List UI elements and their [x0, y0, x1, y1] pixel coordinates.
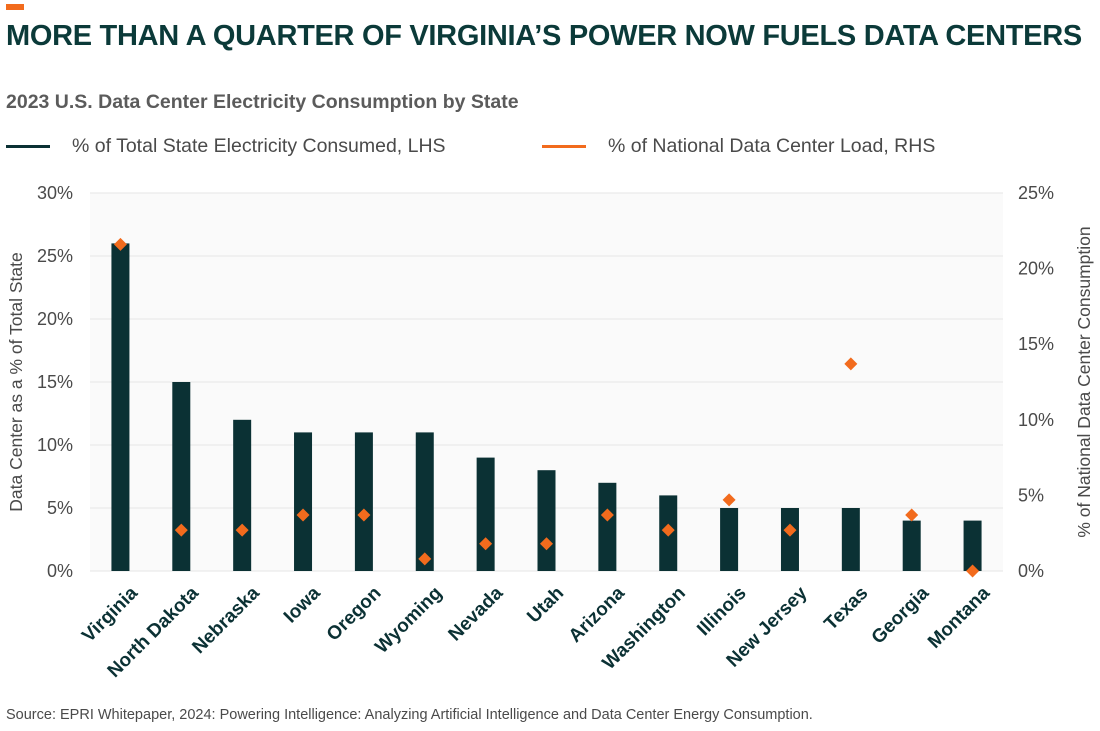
- bar: [537, 470, 556, 571]
- data-point: [235, 523, 249, 537]
- y2-tick-label: 20%: [1018, 259, 1054, 279]
- bar: [963, 520, 982, 571]
- bar: [233, 419, 252, 571]
- x-tick-label: Nevada: [445, 582, 508, 645]
- data-point: [600, 508, 614, 522]
- y2-axis-title: % of National Data Center Consumption: [1074, 226, 1094, 537]
- bar: [111, 243, 130, 571]
- chart: 0% 5% 10% 15% 20% 25% 30% 0% 5% 10% 15% 20% 25% Data …: [6, 183, 1094, 682]
- x-tick-label: Utah: [523, 583, 568, 628]
- bar: [415, 432, 434, 571]
- data-point: [174, 523, 188, 537]
- x-tick-label: Texas: [820, 583, 872, 635]
- data-point: [844, 357, 858, 371]
- data-point: [966, 564, 980, 578]
- bar: [598, 482, 617, 571]
- data-point: [905, 508, 919, 522]
- x-tick-label: Montana: [924, 582, 994, 652]
- y2-tick-label: 10%: [1018, 410, 1054, 430]
- y-tick-label: 15%: [37, 372, 73, 392]
- bar: [354, 432, 373, 571]
- y-tick-label: 0%: [47, 561, 73, 581]
- y-axis-title: Data Center as a % of Total State: [6, 252, 26, 511]
- data-point: [113, 237, 127, 251]
- accent-bar: [6, 4, 24, 10]
- x-tick-label: Wyoming: [371, 583, 446, 658]
- bar: [172, 382, 191, 571]
- legend-label-lhs: % of Total State Electricity Consumed, L…: [72, 134, 446, 157]
- bar: [294, 432, 313, 571]
- x-tick-label: Oregon: [323, 583, 386, 646]
- y-tick-label: 25%: [37, 246, 73, 266]
- bar: [780, 508, 799, 571]
- y-tick-label: 10%: [37, 435, 73, 455]
- data-point: [661, 523, 675, 537]
- data-point: [418, 552, 432, 566]
- legend-swatch-bar: [6, 144, 50, 148]
- data-point: [479, 537, 493, 551]
- legend-item-rhs: % of National Data Center Load, RHS: [542, 135, 935, 157]
- y2-tick-label: 25%: [1018, 183, 1054, 203]
- source-note: Source: EPRI Whitepaper, 2024: Powering …: [6, 707, 813, 723]
- y-tick-label: 30%: [37, 183, 73, 203]
- y2-tick-label: 15%: [1018, 334, 1054, 354]
- y-tick-label: 5%: [47, 498, 73, 518]
- x-tick-label: Iowa: [280, 582, 325, 627]
- y2-tick-label: 5%: [1018, 485, 1044, 505]
- data-point: [722, 493, 736, 507]
- chart-subtitle: 2023 U.S. Data Center Electricity Consum…: [6, 91, 519, 113]
- data-point: [357, 508, 371, 522]
- x-tick-label: Nebraska: [188, 582, 264, 658]
- bar: [476, 457, 495, 571]
- x-tick-label: Illinois: [693, 583, 750, 640]
- bar: [902, 520, 921, 571]
- legend-swatch-marker: [542, 144, 586, 148]
- bar: [720, 508, 739, 571]
- page-title: MORE THAN A QUARTER OF VIRGINIA’S POWER …: [6, 20, 1082, 52]
- legend-item-lhs: % of Total State Electricity Consumed, L…: [6, 135, 446, 157]
- y-tick-label: 20%: [37, 309, 73, 329]
- data-point: [540, 537, 553, 551]
- legend-label-rhs: % of National Data Center Load, RHS: [608, 134, 936, 157]
- data-point: [783, 523, 797, 537]
- data-point: [296, 508, 310, 522]
- bar: [841, 508, 860, 571]
- y2-tick-label: 0%: [1018, 561, 1044, 581]
